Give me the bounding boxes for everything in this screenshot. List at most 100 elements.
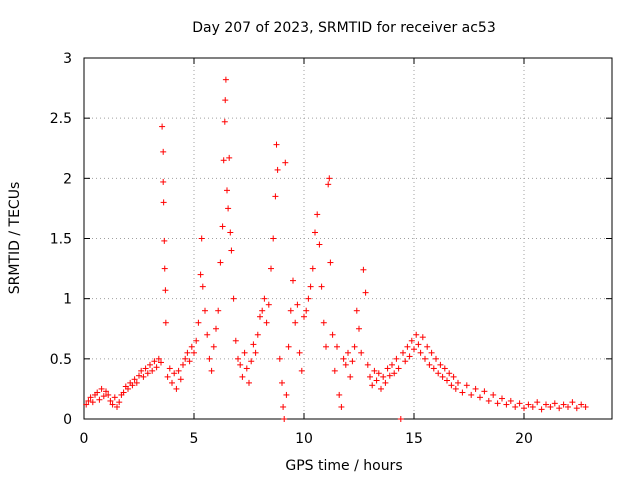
data-point (463, 382, 470, 389)
data-point (395, 365, 402, 372)
data-point (569, 399, 576, 406)
data-point (147, 361, 153, 368)
data-point (111, 394, 118, 401)
data-point (419, 334, 426, 341)
data-point (406, 353, 413, 360)
data-point (326, 175, 333, 182)
data-point (85, 397, 92, 404)
data-point (213, 325, 219, 332)
data-point (103, 388, 109, 395)
data-point (294, 301, 301, 308)
data-point (503, 401, 510, 408)
data-point (433, 355, 439, 362)
data-point (411, 346, 417, 353)
data-point (215, 307, 222, 314)
y-tick-label: 1.5 (50, 232, 72, 248)
data-point (89, 399, 96, 406)
data-point (468, 391, 475, 398)
data-point (210, 343, 217, 350)
data-point (237, 361, 244, 368)
data-point (239, 373, 246, 380)
data-point (173, 385, 180, 392)
data-point (408, 337, 415, 344)
data-point (153, 364, 160, 371)
data-point (472, 385, 479, 392)
data-point (413, 331, 420, 338)
data-point (107, 397, 114, 404)
data-point (279, 379, 285, 386)
data-point (351, 343, 358, 350)
data-point (94, 389, 101, 396)
data-point (159, 123, 166, 130)
y-tick-label: 0.5 (50, 352, 72, 368)
data-point (305, 295, 312, 302)
data-point (338, 403, 345, 410)
data-point (140, 373, 147, 380)
data-point (582, 403, 589, 410)
data-point (499, 395, 505, 402)
data-point (360, 266, 367, 273)
data-point (331, 367, 338, 374)
data-point (131, 376, 138, 383)
x-tick-label: 10 (295, 431, 313, 447)
data-point (96, 396, 103, 403)
data-point (356, 325, 362, 332)
data-point (285, 343, 292, 350)
data-point (375, 370, 382, 377)
data-point (325, 181, 332, 188)
data-point (219, 223, 226, 230)
chart-title: Day 207 of 2023, SRMTID for receiver ac5… (192, 20, 496, 36)
data-point (250, 341, 257, 348)
data-point (160, 199, 167, 206)
data-point (232, 337, 239, 344)
data-point (282, 159, 289, 166)
data-point (161, 265, 168, 272)
data-point (188, 343, 195, 350)
data-point (320, 319, 327, 326)
data-point (191, 349, 197, 356)
data-point (164, 373, 171, 380)
data-point (367, 373, 373, 380)
data-point (393, 355, 400, 362)
data-point (417, 349, 424, 356)
data-point (202, 307, 208, 314)
data-point (199, 283, 206, 290)
data-point (481, 388, 488, 395)
data-point (578, 401, 585, 408)
data-point (186, 358, 193, 365)
data-point (259, 307, 266, 314)
data-point (362, 289, 369, 296)
data-point (358, 349, 365, 356)
data-point (430, 365, 437, 372)
data-point (287, 307, 294, 314)
data-point (444, 377, 450, 384)
data-point (206, 355, 213, 362)
data-point (296, 349, 303, 356)
data-point (386, 372, 393, 379)
data-point (404, 343, 411, 350)
data-point (220, 157, 227, 164)
data-point (195, 319, 202, 326)
x-tick-label: 20 (515, 431, 533, 447)
data-point (565, 403, 571, 410)
data-point (428, 349, 435, 356)
data-point (309, 265, 316, 272)
data-point (151, 358, 158, 365)
data-point (450, 373, 457, 380)
data-point (138, 367, 145, 374)
data-point (116, 399, 123, 406)
data-point (169, 379, 175, 386)
data-point (162, 287, 169, 294)
data-point (105, 391, 112, 398)
data-point (538, 406, 545, 413)
data-point (252, 349, 259, 356)
data-point (353, 307, 360, 314)
data-point (424, 343, 431, 350)
y-tick-label: 2.5 (50, 111, 72, 127)
data-point (529, 403, 536, 410)
data-point (224, 187, 230, 194)
data-point (283, 391, 290, 398)
data-point (312, 229, 318, 236)
data-point (125, 385, 131, 392)
data-point (227, 229, 234, 236)
